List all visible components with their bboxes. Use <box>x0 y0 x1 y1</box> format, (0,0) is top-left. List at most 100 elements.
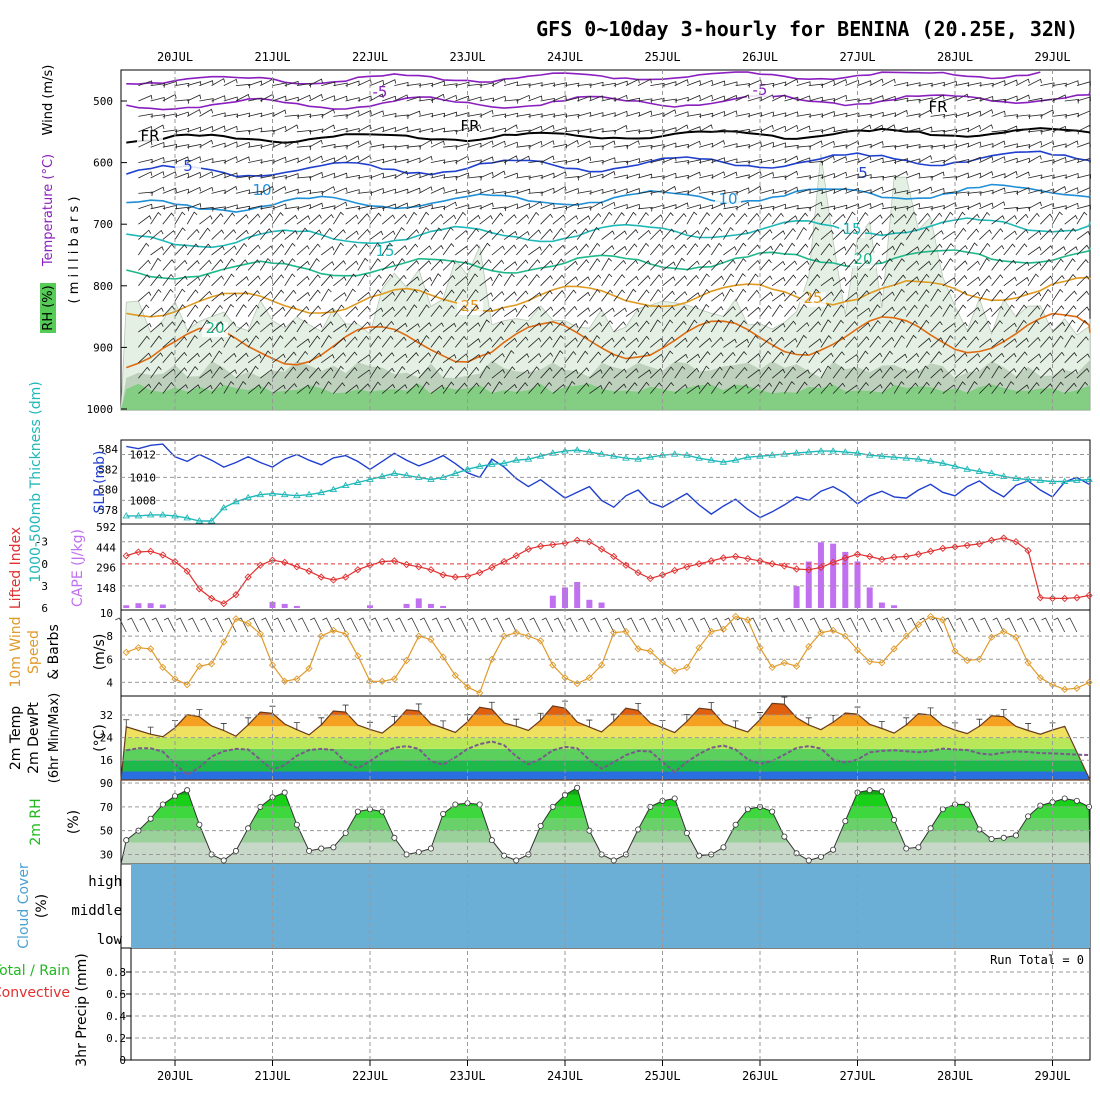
wind-barb <box>187 94 202 102</box>
wind-barb <box>564 305 578 317</box>
thickness-point <box>451 469 460 476</box>
date-label-bottom: 24JUL <box>547 1069 583 1083</box>
wind-barb <box>394 384 408 394</box>
wind-barb <box>333 382 346 394</box>
wind-barb <box>345 320 358 333</box>
wind-barb <box>540 113 555 118</box>
wind-barb <box>638 190 653 196</box>
wind-barb <box>723 206 738 211</box>
wind-barb <box>699 112 714 118</box>
contour-label-bg <box>800 292 826 307</box>
wind-barb <box>308 202 323 210</box>
wind-barb <box>832 261 847 271</box>
wind-barb <box>491 336 504 348</box>
wind-barb <box>540 306 554 317</box>
wind10-point <box>671 667 679 675</box>
wind-barb <box>235 83 251 89</box>
wind-barb <box>784 155 799 163</box>
wind-barb <box>528 366 540 379</box>
rh2m-point <box>427 845 434 852</box>
wind-barb <box>784 260 798 271</box>
cape-bar <box>147 603 154 608</box>
wind-barb <box>820 212 833 225</box>
wind-barb <box>1052 82 1067 88</box>
wind-barb <box>284 188 299 194</box>
wind-barb <box>845 173 860 179</box>
wind-barb <box>577 206 592 211</box>
wind-barb <box>1064 352 1077 364</box>
wind-barb <box>869 242 881 256</box>
wind-barb <box>662 81 677 86</box>
wind10-point <box>817 629 825 637</box>
wind-barb <box>613 80 628 86</box>
li-point <box>207 594 216 603</box>
axis-label: & Barbs <box>46 624 62 680</box>
wind-barb <box>711 95 726 102</box>
wind-barb <box>357 383 371 394</box>
wind-barb <box>150 205 165 210</box>
wind-barb <box>186 276 201 287</box>
wind-barb <box>333 292 347 302</box>
wind-barb <box>954 111 969 117</box>
pressure-tick-label: 700 <box>93 218 113 231</box>
wind-barb <box>1076 259 1089 271</box>
wind-barb <box>735 338 749 348</box>
thickness-point <box>475 462 484 469</box>
wind-barb <box>418 260 432 271</box>
wind-barb <box>357 110 372 117</box>
wind-barb <box>321 307 335 317</box>
wind-barb <box>174 288 186 302</box>
wind-barb <box>223 369 237 379</box>
wind-barb <box>564 188 579 194</box>
wind-barb <box>430 140 445 148</box>
wind-barb <box>406 83 421 88</box>
wind-barb <box>637 320 650 333</box>
wind-barb <box>235 189 250 194</box>
wind-barb <box>979 382 992 394</box>
wind-barb <box>174 111 189 117</box>
wind-barb <box>503 203 519 210</box>
temp-minmax-bar <box>927 707 934 715</box>
wind-barb <box>394 258 406 271</box>
wind-barb <box>638 206 653 212</box>
wind-barb <box>235 337 249 348</box>
wind-barb <box>784 215 798 225</box>
wind-barb <box>540 381 553 394</box>
wind-barb <box>369 274 382 287</box>
temp-minmax-bar <box>513 718 520 727</box>
wind-barb <box>430 112 445 118</box>
wind-barb <box>418 352 432 364</box>
li-point <box>695 560 703 568</box>
wind-barb <box>369 212 382 225</box>
wind-barb <box>1064 290 1077 302</box>
wind-barb <box>552 335 564 348</box>
wind-barb <box>381 306 395 317</box>
wind-barb <box>784 320 797 333</box>
precip-tick-label: 0.2 <box>106 1032 126 1045</box>
wind-barb <box>772 125 787 133</box>
wind-barb <box>479 276 493 287</box>
wind-barb <box>930 204 945 210</box>
wind-barb <box>150 211 162 225</box>
wind-barb <box>248 144 263 149</box>
wind-barb <box>930 159 945 165</box>
wind-barb <box>906 203 921 210</box>
wind-barb <box>589 160 604 165</box>
wind10-barb <box>675 617 688 633</box>
wind10-point <box>232 615 240 623</box>
wind-barb <box>662 350 674 364</box>
wind-barb <box>272 384 286 394</box>
thickness-point <box>256 490 265 498</box>
wind-barb <box>845 158 860 163</box>
wind-barb <box>796 369 810 379</box>
wind-barb <box>857 366 870 379</box>
wind-barb <box>942 322 956 333</box>
wind-barb <box>820 111 835 117</box>
wind-barb <box>1076 110 1091 117</box>
li-point <box>134 548 143 556</box>
wind10-point <box>890 645 898 653</box>
wind-barb <box>796 206 811 212</box>
wind-barb <box>589 335 601 348</box>
wind-barb <box>723 143 738 148</box>
